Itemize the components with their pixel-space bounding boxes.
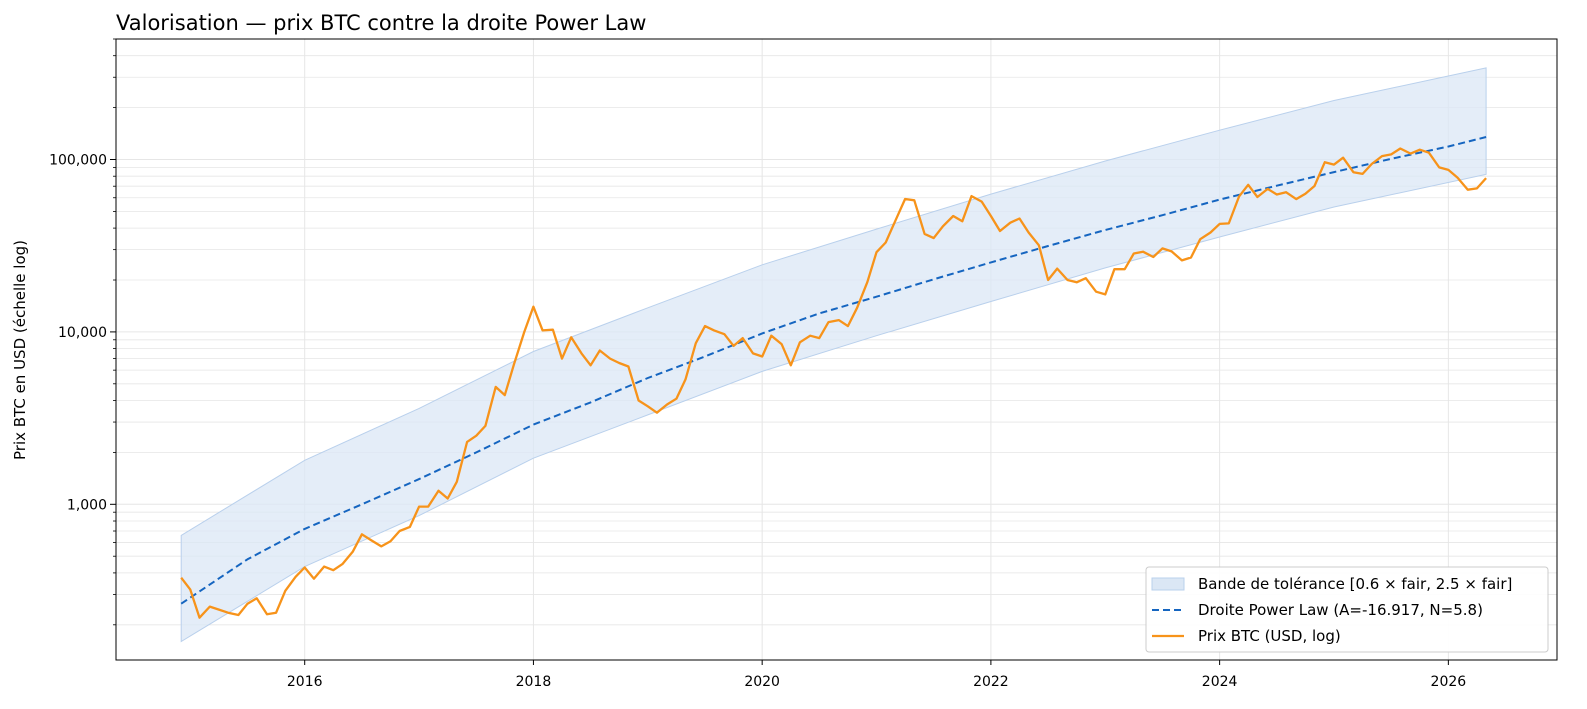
- legend: Bande de tolérance [0.6 × fair, 2.5 × fa…: [1145, 566, 1549, 653]
- btc-price-line: [180, 147, 1487, 619]
- x-tick-label: 2024: [1202, 674, 1238, 690]
- x-tick-label: 2022: [973, 674, 1009, 690]
- x-tick-label: 2018: [516, 674, 552, 690]
- y-tick-label: 1,000: [67, 497, 107, 513]
- y-axis-label: Prix BTC en USD (échelle log): [11, 240, 29, 460]
- legend-box: [1145, 566, 1549, 653]
- x-tick-label: 2020: [744, 674, 780, 690]
- power-law-line: [180, 136, 1487, 605]
- tolerance-band: [180, 67, 1487, 643]
- y-tick-label: 100,000: [49, 153, 107, 169]
- legend-swatch-band: [1151, 577, 1185, 591]
- y-tick-label: 10,000: [58, 325, 107, 341]
- plot-frame: [115, 38, 1558, 661]
- plot-area: 2016 2018 2020 2022 2024 2026 1,000 10,000 100,0…: [49, 38, 1558, 690]
- legend-entry-label: Droite Power Law (A=-16.917, N=5.8): [1198, 601, 1483, 619]
- legend-entry-label: Bande de tolérance [0.6 × fair, 2.5 × fa…: [1198, 575, 1512, 593]
- x-tick-label: 2026: [1431, 674, 1467, 690]
- chart-title: Valorisation — prix BTC contre la droite…: [116, 11, 646, 35]
- legend-entry-label: Prix BTC (USD, log): [1198, 627, 1341, 645]
- x-tick-label: 2016: [287, 674, 323, 690]
